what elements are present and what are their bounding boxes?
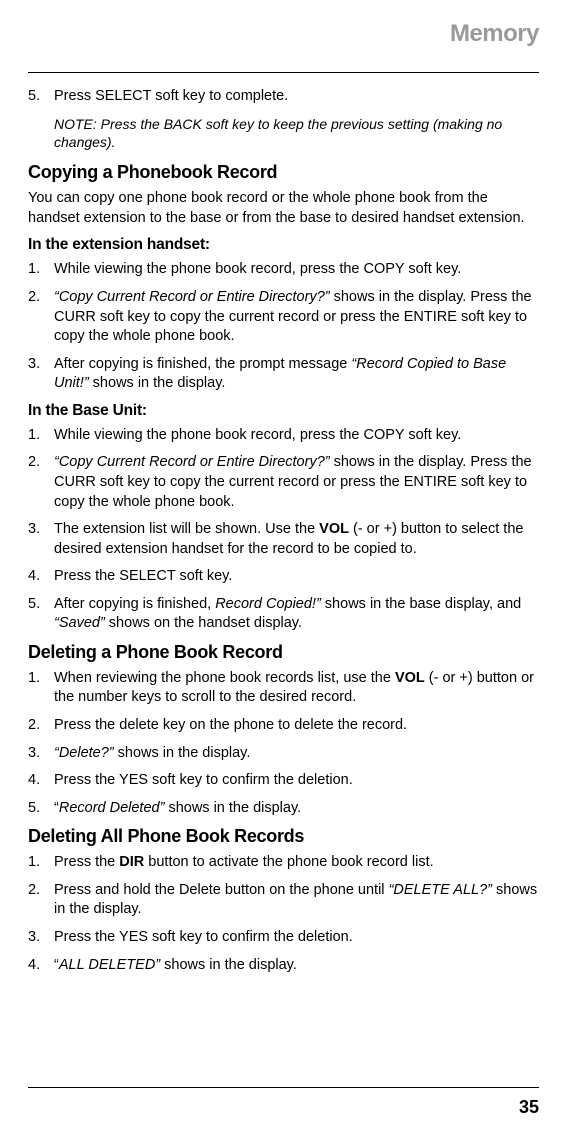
step-number: 5. [28,595,54,634]
step-number: 5. [28,87,54,107]
page-number: 35 [519,1097,539,1118]
text: Press the [54,854,119,870]
italic-text: “Copy Current Record or Entire Directory… [54,289,330,305]
bold-text: VOL [395,670,425,686]
subheading-extension: In the extension handset: [28,236,539,254]
note-text: NOTE: Press the BACK soft key to keep th… [54,115,539,153]
text: Press and hold the Delete button on the … [54,882,389,898]
step-text: “Record Deleted” shows in the display. [54,799,539,819]
heading-copying: Copying a Phonebook Record [28,162,539,183]
italic-text: Record Deleted” [59,800,165,816]
header-rule [28,72,539,73]
step-text: Press the YES soft key to confirm the de… [54,928,539,948]
list-item: 4. “ALL DELETED” shows in the display. [28,956,539,976]
step-text: Press the DIR button to activate the pho… [54,853,539,873]
step-number: 2. [28,453,54,512]
bold-text: DIR [119,854,144,870]
list-item: 5. After copying is finished, Record Cop… [28,595,539,634]
list-item: 2. “Copy Current Record or Entire Direct… [28,288,539,347]
step-text: Press and hold the Delete button on the … [54,881,539,920]
text: When reviewing the phone book records li… [54,670,395,686]
step-text: Press SELECT soft key to complete. [54,87,539,107]
step-text: After copying is finished, the prompt me… [54,355,539,394]
text: After copying is finished, [54,596,215,612]
list-item: 3. After copying is finished, the prompt… [28,355,539,394]
step-text: While viewing the phone book record, pre… [54,260,539,280]
italic-text: “Copy Current Record or Entire Directory… [54,454,330,470]
step-number: 1. [28,426,54,446]
step-text: The extension list will be shown. Use th… [54,520,539,559]
list-item: 3. “Delete?” shows in the display. [28,744,539,764]
list-item: 3. Press the YES soft key to confirm the… [28,928,539,948]
italic-text: Record Copied!” [215,596,321,612]
list-item: 4. Press the YES soft key to confirm the… [28,771,539,791]
italic-text: ALL DELETED” [59,957,160,973]
step-number: 3. [28,520,54,559]
subheading-base: In the Base Unit: [28,402,539,420]
text: shows in the display. [114,745,251,761]
step-number: 3. [28,744,54,764]
text: After copying is finished, the prompt me… [54,356,351,372]
text: shows in the display. [164,800,301,816]
list-item: 1. While viewing the phone book record, … [28,426,539,446]
step-number: 3. [28,355,54,394]
list-item: 2. Press the delete key on the phone to … [28,716,539,736]
italic-text: “Saved” [54,615,105,631]
step-text: Press the delete key on the phone to del… [54,716,539,736]
step-text: When reviewing the phone book records li… [54,669,539,708]
step-text: “ALL DELETED” shows in the display. [54,956,539,976]
text: shows on the handset display. [105,615,302,631]
heading-deleting-all: Deleting All Phone Book Records [28,826,539,847]
heading-deleting-one: Deleting a Phone Book Record [28,642,539,663]
list-item: 4. Press the SELECT soft key. [28,567,539,587]
footer-rule [28,1087,539,1088]
list-item: 2. “Copy Current Record or Entire Direct… [28,453,539,512]
italic-text: “Delete?” [54,745,114,761]
text: The extension list will be shown. Use th… [54,521,319,537]
step-number: 2. [28,716,54,736]
step-text: Press the YES soft key to confirm the de… [54,771,539,791]
step-number: 4. [28,771,54,791]
step-number: 4. [28,956,54,976]
step-number: 2. [28,881,54,920]
paragraph: You can copy one phone book record or th… [28,189,539,228]
step-number: 5. [28,799,54,819]
step-text: After copying is finished, Record Copied… [54,595,539,634]
step-text: “Delete?” shows in the display. [54,744,539,764]
text: shows in the base display, and [321,596,521,612]
step-number: 4. [28,567,54,587]
step-text: While viewing the phone book record, pre… [54,426,539,446]
italic-text: “DELETE ALL?” [389,882,492,898]
list-item: 5. Press SELECT soft key to complete. [28,87,539,107]
step-text: “Copy Current Record or Entire Directory… [54,288,539,347]
section-header: Memory [28,20,539,48]
list-item: 1. Press the DIR button to activate the … [28,853,539,873]
step-text: Press the SELECT soft key. [54,567,539,587]
step-number: 1. [28,260,54,280]
step-number: 1. [28,669,54,708]
list-item: 1. When reviewing the phone book records… [28,669,539,708]
text: shows in the display. [89,375,226,391]
list-item: 2. Press and hold the Delete button on t… [28,881,539,920]
step-number: 2. [28,288,54,347]
list-item: 1. While viewing the phone book record, … [28,260,539,280]
list-item: 5. “Record Deleted” shows in the display… [28,799,539,819]
list-item: 3. The extension list will be shown. Use… [28,520,539,559]
text: button to activate the phone book record… [144,854,433,870]
bold-text: VOL [319,521,349,537]
text: shows in the display. [160,957,297,973]
step-number: 1. [28,853,54,873]
step-number: 3. [28,928,54,948]
step-text: “Copy Current Record or Entire Directory… [54,453,539,512]
